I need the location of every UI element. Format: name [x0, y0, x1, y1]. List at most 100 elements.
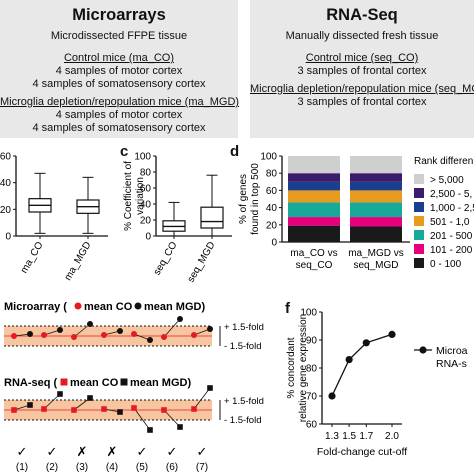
point-co	[161, 334, 167, 340]
pair-arrow	[163, 318, 181, 338]
point-co	[131, 405, 137, 411]
pair-arrow	[163, 409, 181, 428]
point-co	[191, 406, 197, 412]
microarrays-line: 4 samples of motor cortex	[55, 109, 183, 121]
legend-label-co: mean CO	[70, 377, 119, 389]
boxplot-microarray: 0 20 40 60 ma_CO ma_MGD	[0, 152, 108, 283]
bar-segment	[350, 190, 402, 203]
point-mgd	[117, 328, 123, 334]
x-tick-label: ma_CO vs	[290, 248, 337, 259]
panel-letter-c: c	[120, 143, 129, 160]
rnaseq-panel: RNA-Seq Manually dissected fresh tissue …	[250, 0, 474, 138]
legend-marker-mgd	[120, 378, 128, 386]
y-tick-label: 60	[266, 186, 278, 197]
point-mgd	[57, 327, 63, 333]
legend-label: RNA-s	[436, 358, 467, 370]
concordance-mark: ✓	[197, 445, 208, 460]
point-co	[71, 334, 77, 340]
point-mgd	[207, 326, 213, 332]
y-tick-label: 70	[306, 392, 318, 403]
legend-swatch	[414, 244, 424, 254]
bar-segment	[288, 173, 340, 182]
point-co	[41, 332, 47, 338]
y-tick-label: 60	[140, 184, 152, 195]
fold-label: - 1.5-fold	[224, 415, 262, 426]
sample-label: (6)	[166, 462, 178, 473]
legend-marker	[419, 346, 427, 354]
legend-label: 0 - 100	[430, 259, 462, 270]
legend-label-mgd: mean MGD)	[144, 301, 205, 313]
row-title: RNA-seq (	[4, 377, 58, 389]
x-tick-label: seq_MGD	[186, 240, 218, 284]
series-line	[331, 333, 393, 397]
pair-arrow	[73, 323, 91, 338]
point-co	[11, 407, 17, 413]
bar-segment	[350, 226, 402, 242]
microarrays-line: Microdissected FFPE tissue	[50, 30, 188, 42]
point-mgd	[87, 395, 93, 401]
point-mgd	[147, 337, 153, 343]
bar-segment	[288, 202, 340, 218]
y-tick-label: 20	[0, 205, 11, 216]
y-tick-label: 100	[134, 152, 151, 163]
microarrays-line: 4 samples of somatosensory cortex	[32, 78, 206, 90]
x-tick-label: seq_CO	[152, 240, 180, 277]
boxplot-rnaseq: 0 20 40 60 80 100 seq_CO seq_MGD % Coefficient o…	[123, 152, 232, 284]
y-tick-label: 100	[300, 308, 317, 319]
point-mgd	[57, 391, 63, 397]
point-mgd	[177, 316, 183, 322]
concordance-mark: ✓	[167, 445, 178, 460]
legend-swatch	[414, 258, 424, 268]
y-tick-label: 0	[145, 232, 151, 243]
point-mgd	[87, 321, 93, 327]
bar-segment	[288, 217, 340, 226]
legend-label: 1,000 - 2,5	[430, 203, 474, 214]
legend-label: 201 - 500	[430, 231, 473, 242]
x-tick-label: seq_CO	[296, 260, 333, 271]
x-tick-label: ma_CO	[19, 240, 46, 276]
point-co	[11, 333, 17, 339]
y-axis-label: variation	[135, 177, 146, 215]
point-mgd	[207, 385, 213, 391]
y-tick-label: 80	[266, 169, 278, 180]
fold-label: + 1.5-fold	[224, 322, 264, 333]
y-tick-label: 80	[306, 364, 318, 375]
sample-label: (2)	[46, 462, 58, 473]
series-point	[362, 339, 370, 347]
rnaseq-title: RNA-Seq	[326, 6, 398, 24]
point-co	[101, 406, 107, 412]
legend-label: 501 - 1,0	[430, 217, 470, 228]
y-tick-label: 100	[260, 152, 277, 163]
bar-segment	[350, 217, 402, 227]
fold-label: - 1.5-fold	[224, 341, 262, 352]
legend-label: 2,500 - 5,	[430, 189, 472, 200]
row-title: Microarray (	[4, 301, 67, 313]
pair-arrow	[133, 407, 151, 431]
x-tick-label: ma_MGD vs	[348, 248, 404, 259]
microarrays-line: 4 samples of motor cortex	[55, 65, 183, 77]
concordance-mark: ✓	[47, 445, 58, 460]
y-tick-label: 20	[140, 216, 152, 227]
bar-segment	[288, 156, 340, 174]
bar-segment	[350, 156, 402, 174]
fold-label: + 1.5-fold	[224, 396, 264, 407]
point-mgd	[177, 424, 183, 430]
bar-segment	[288, 190, 340, 203]
y-axis-label: found in top 500	[250, 163, 261, 235]
microarrays-title: Microarrays	[72, 6, 166, 24]
concordance-mark: ✗	[77, 445, 88, 460]
x-axis-label: Fold-change cut-off	[317, 446, 407, 458]
legend-label-mgd: mean MGD)	[130, 377, 191, 389]
legend-marker-co	[74, 302, 82, 310]
concordance-mark: ✓	[137, 445, 148, 460]
point-co	[161, 407, 167, 413]
microarrays-panel: Microarrays Microdissected FFPE tissue C…	[0, 0, 239, 138]
sample-label: (5)	[136, 462, 148, 473]
dot-arrow-fold-chart: Microarray ( mean CO mean MGD) + 1.5-fold - …	[4, 301, 264, 473]
x-tick-label: 1.5	[342, 431, 356, 442]
y-tick-label: 90	[306, 336, 318, 347]
y-tick-label: 0	[271, 238, 277, 249]
point-co	[191, 332, 197, 338]
point-mgd	[27, 331, 33, 337]
point-mgd	[117, 409, 123, 415]
